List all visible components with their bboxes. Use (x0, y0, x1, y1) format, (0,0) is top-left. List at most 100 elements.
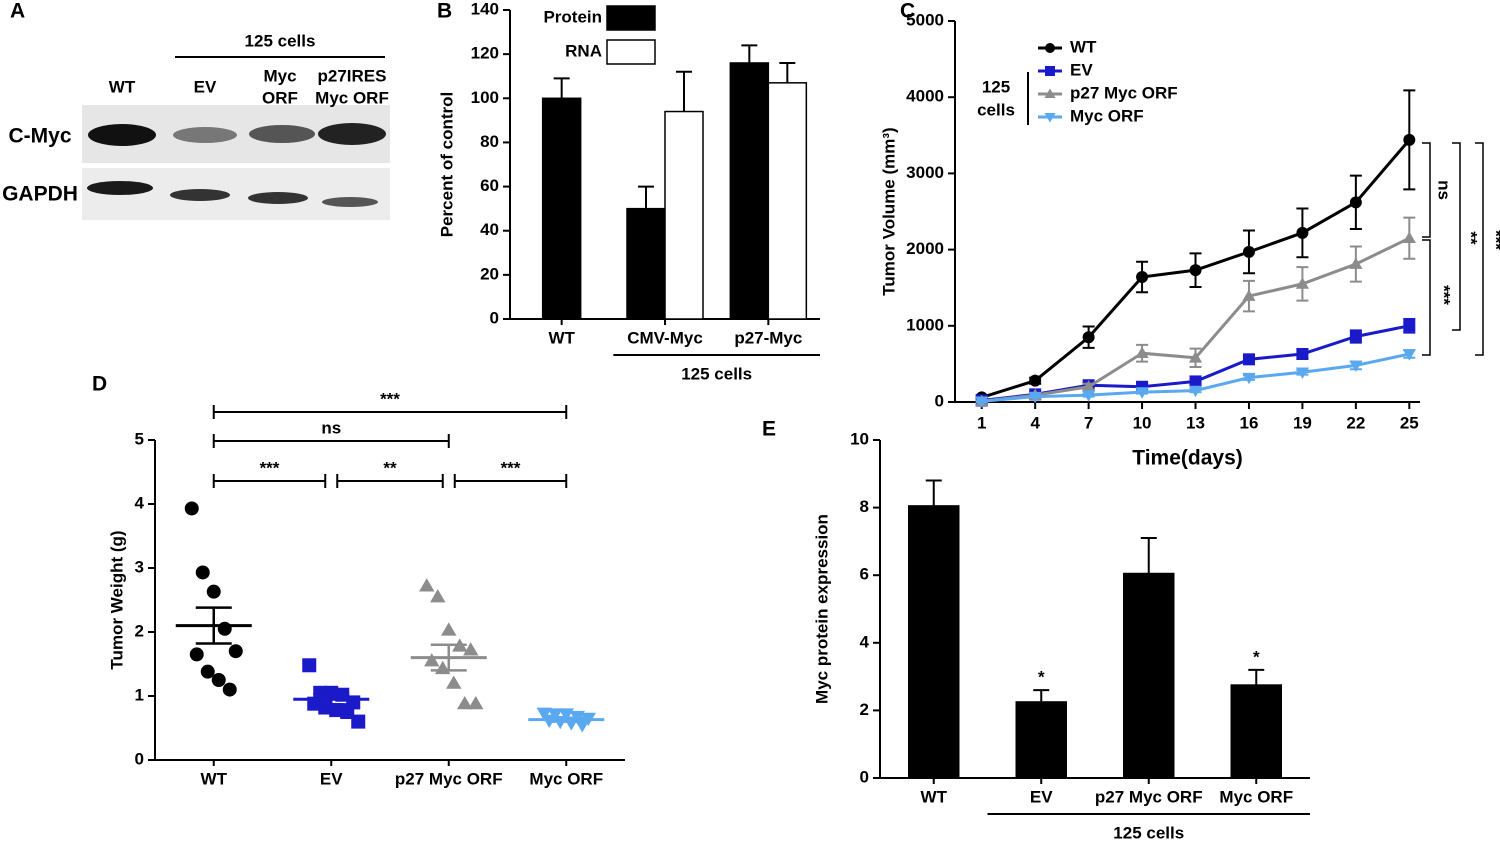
marker (1349, 257, 1363, 269)
error-bar (676, 70, 692, 112)
marker (1045, 43, 1055, 53)
marker (446, 675, 462, 689)
x-tick-label: 19 (1293, 413, 1312, 432)
marker (1295, 277, 1310, 289)
marker (1403, 319, 1416, 332)
marker (424, 653, 440, 667)
marker (1402, 231, 1416, 243)
marker (302, 658, 317, 673)
panel-label: C (900, 0, 915, 23)
x-tick-label: WT (201, 769, 228, 788)
lane-label: ORF (262, 88, 298, 107)
x-tick-label: WT (921, 787, 948, 806)
x-tick-label: 13 (1186, 413, 1205, 432)
y-tick-label: 1 (135, 685, 144, 704)
group-label: 125 cells (1113, 823, 1184, 842)
y-axis-label: Myc protein expression (812, 514, 831, 704)
sem-bar (195, 606, 232, 645)
significance-bracket (1422, 239, 1431, 356)
marker (313, 685, 328, 700)
x-tick-label: Myc ORF (1219, 787, 1293, 806)
lane-label: p27IRES (318, 66, 387, 85)
marker (340, 705, 355, 719)
error-bar (1248, 668, 1265, 686)
value-label: * (1038, 668, 1045, 687)
lane-label: Myc (263, 66, 296, 85)
significance-bracket (1475, 142, 1484, 356)
significance-label: *** (501, 458, 521, 477)
x-tick-label: p27 Myc ORF (1095, 787, 1203, 806)
value-label: * (1253, 647, 1260, 666)
sem-bar (313, 692, 350, 706)
legend-swatch (606, 5, 656, 31)
y-tick-label: 1000 (906, 315, 944, 334)
marker (1296, 226, 1309, 239)
bar (541, 97, 582, 320)
y-tick-label: 2 (860, 700, 869, 719)
marker (1028, 391, 1042, 404)
row-label: C-Myc (8, 125, 71, 148)
error-bar (553, 77, 570, 99)
y-tick-label: 6 (860, 565, 869, 584)
marker (1295, 367, 1310, 379)
significance-label: *** (260, 458, 280, 477)
y-tick-label: 120 (471, 44, 499, 63)
significance-label: ** (383, 458, 397, 477)
lane-label: Myc ORF (315, 88, 389, 107)
marker (1349, 360, 1363, 373)
legend-label: Protein (543, 7, 602, 26)
x-axis-label: Time(days) (1132, 447, 1243, 470)
significance-bracket (212, 474, 327, 488)
x-tick-label: Myc ORF (529, 769, 603, 788)
legend-label: WT (1070, 37, 1097, 56)
y-tick-label: 5000 (906, 10, 944, 29)
marker (1349, 330, 1362, 343)
marker (351, 714, 366, 729)
y-tick-label: 0 (860, 767, 869, 786)
marker (1242, 372, 1256, 385)
significance-bracket (212, 434, 450, 448)
band (249, 125, 315, 143)
marker (457, 695, 473, 710)
marker (1188, 385, 1203, 398)
marker (1242, 289, 1256, 301)
legend-swatch (606, 39, 656, 65)
legend-label: p27 Myc ORF (1070, 83, 1178, 102)
x-tick-label: 10 (1133, 413, 1152, 432)
marker (1402, 349, 1416, 361)
marker (200, 664, 215, 679)
band (248, 192, 308, 204)
error-bar (925, 479, 942, 506)
marker (195, 565, 210, 580)
significance-bracket (336, 474, 444, 488)
error-bar (779, 61, 796, 83)
y-tick-label: 60 (480, 176, 499, 195)
significance-label: *** (1435, 285, 1454, 305)
error-bar (741, 44, 758, 63)
marker (324, 685, 339, 700)
marker (1082, 331, 1095, 344)
panel-label: D (92, 373, 107, 396)
y-tick-label: 0 (935, 391, 944, 410)
y-tick-label: 0 (490, 308, 499, 327)
x-tick-label: WT (548, 328, 575, 347)
marker (1044, 113, 1056, 123)
bar (767, 82, 808, 320)
band (170, 189, 230, 201)
error-bar (1033, 689, 1050, 702)
sem-bar (548, 716, 585, 723)
y-tick-label: 5 (135, 429, 144, 448)
y-tick-label: 20 (480, 264, 499, 283)
legend-group-label: 125 (982, 77, 1010, 96)
marker (1135, 387, 1149, 399)
panel-label: A (10, 0, 25, 23)
x-tick-label: 1 (977, 413, 986, 432)
x-tick-label: 16 (1240, 413, 1259, 432)
significance-label: ns (1435, 180, 1454, 200)
marker (329, 703, 344, 718)
significance-bracket (212, 405, 568, 419)
marker (206, 584, 221, 599)
significance-label: ns (321, 418, 341, 437)
row-label: GAPDH (2, 183, 78, 206)
